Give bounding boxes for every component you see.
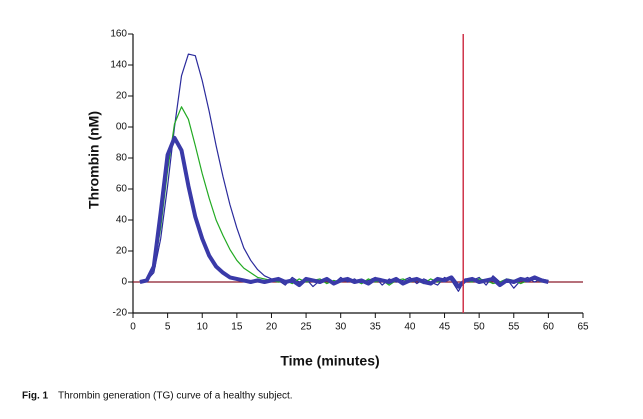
x-tick-label: 0 — [130, 322, 136, 333]
x-axis-title: Time (minutes) — [280, 353, 379, 369]
y-tick-label: 0 — [121, 277, 127, 288]
x-tick-label: 45 — [439, 322, 451, 333]
y-tick-label: 00 — [116, 122, 128, 133]
x-tick-label: 15 — [231, 322, 243, 333]
x-tick-label: 65 — [577, 322, 589, 333]
x-tick-label: 25 — [301, 322, 313, 333]
caption-label: Fig. 1 — [22, 391, 49, 402]
y-tick-label: 160 — [110, 29, 127, 40]
caption-text: Thrombin generation (TG) curve of a heal… — [58, 391, 293, 402]
y-tick-label: 40 — [116, 215, 128, 226]
y-tick-label: 80 — [116, 153, 128, 164]
x-tick-label: 40 — [404, 322, 416, 333]
y-axis-title: Thrombin (nM) — [86, 111, 102, 209]
y-tick-label: 20 — [116, 246, 128, 257]
y-tick-label: -20 — [113, 308, 128, 319]
x-tick-label: 60 — [543, 322, 555, 333]
x-tick-label: 10 — [197, 322, 209, 333]
x-tick-label: 30 — [335, 322, 347, 333]
x-tick-label: 50 — [474, 322, 486, 333]
series-line — [139, 106, 549, 286]
series-line — [139, 135, 549, 289]
y-tick-label: 20 — [116, 91, 128, 102]
x-tick-label: 5 — [165, 322, 171, 333]
x-tick-label: 20 — [266, 322, 278, 333]
x-tick-label: 55 — [508, 322, 520, 333]
x-tick-label: 35 — [370, 322, 382, 333]
y-tick-label: 140 — [110, 60, 127, 71]
y-tick-label: 60 — [116, 184, 128, 195]
series-line — [139, 53, 549, 292]
